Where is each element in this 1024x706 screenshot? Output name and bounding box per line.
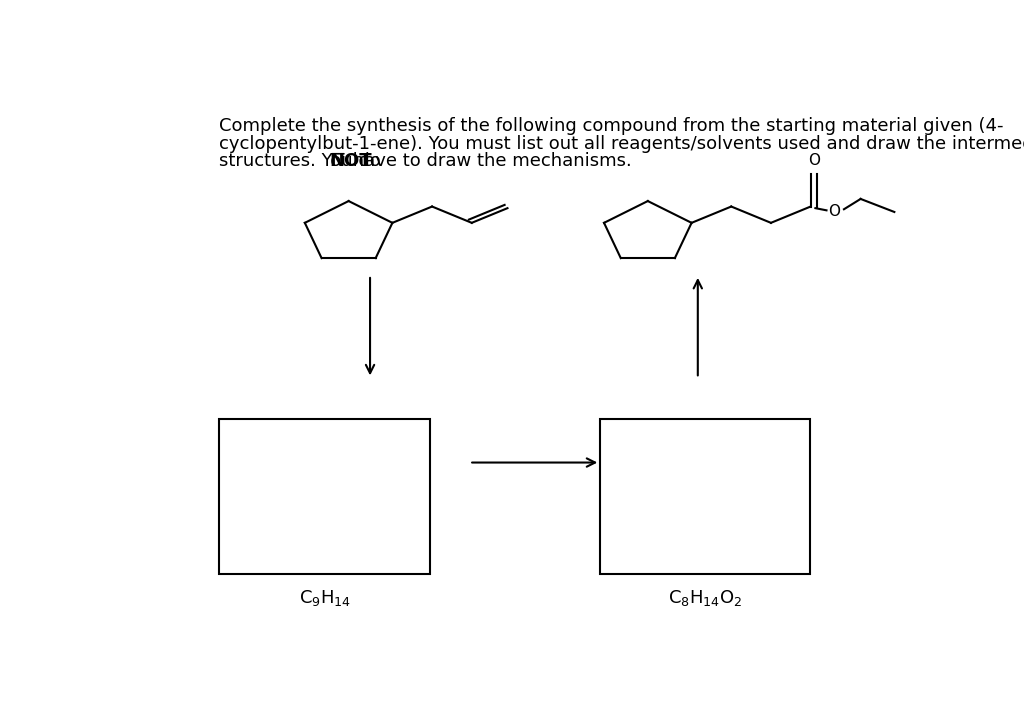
Text: C$_9$H$_{14}$: C$_9$H$_{14}$ bbox=[299, 588, 351, 608]
Text: cyclopentylbut-1-ene). You must list out all reagents/solvents used and draw the: cyclopentylbut-1-ene). You must list out… bbox=[219, 135, 1024, 152]
Bar bbox=[219, 419, 430, 574]
Text: C$_8$H$_{14}$O$_2$: C$_8$H$_{14}$O$_2$ bbox=[669, 588, 743, 608]
Text: structures. You do: structures. You do bbox=[219, 152, 387, 170]
Bar bbox=[600, 419, 811, 574]
Text: NOT: NOT bbox=[330, 152, 372, 170]
Text: O: O bbox=[828, 205, 841, 220]
Text: Complete the synthesis of the following compound from the starting material give: Complete the synthesis of the following … bbox=[219, 117, 1004, 136]
Text: have to draw the mechanisms.: have to draw the mechanisms. bbox=[347, 152, 632, 170]
Text: O: O bbox=[808, 153, 820, 169]
